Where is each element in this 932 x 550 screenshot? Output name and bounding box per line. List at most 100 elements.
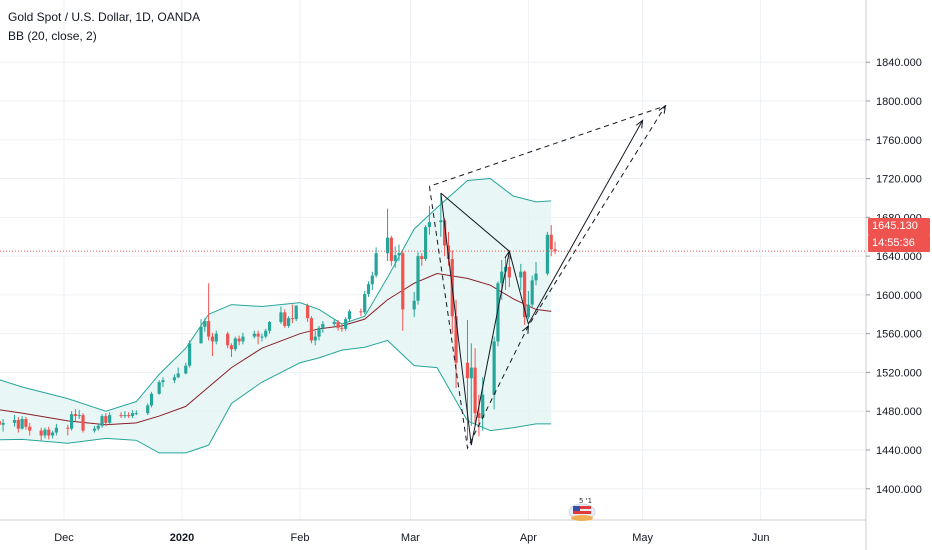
candle-body bbox=[55, 428, 58, 433]
candle-body bbox=[123, 415, 126, 416]
candle-body bbox=[317, 328, 320, 337]
candle-body bbox=[527, 305, 530, 318]
candle-body bbox=[70, 414, 73, 429]
candle[interactable] bbox=[359, 308, 362, 316]
candle-body bbox=[241, 337, 244, 342]
price-tick-label: 1720.000 bbox=[876, 174, 922, 186]
candle[interactable] bbox=[523, 271, 526, 325]
candle-countdown-badge: 14:55:36 bbox=[868, 235, 930, 252]
candle-body bbox=[203, 321, 206, 327]
candle-body bbox=[279, 312, 282, 322]
last-price-badge: 1645.130 bbox=[868, 218, 930, 235]
candle-body bbox=[0, 421, 1, 425]
candle-body bbox=[401, 253, 404, 309]
candle[interactable] bbox=[416, 252, 419, 304]
candle-body bbox=[100, 416, 103, 426]
candle-body bbox=[500, 272, 503, 284]
candle[interactable] bbox=[344, 317, 347, 331]
candle-body bbox=[493, 341, 496, 394]
candle-body bbox=[97, 426, 100, 429]
candle[interactable] bbox=[207, 283, 210, 340]
candle[interactable] bbox=[234, 337, 237, 352]
time-axis[interactable]: Dec 2020 Feb Mar Apr May Jun bbox=[0, 520, 866, 544]
price-tick-label: 1400.000 bbox=[876, 484, 922, 496]
time-tick-label: Jun bbox=[752, 532, 770, 544]
candle[interactable] bbox=[546, 232, 549, 276]
candle-body bbox=[466, 363, 469, 379]
candle[interactable] bbox=[295, 306, 298, 322]
candle-body bbox=[184, 366, 187, 374]
candle-body bbox=[226, 334, 229, 346]
time-tick-label: Apr bbox=[520, 532, 537, 544]
candle-body bbox=[473, 368, 476, 414]
candle-body bbox=[28, 427, 31, 431]
candle[interactable] bbox=[375, 247, 378, 277]
candle-body bbox=[74, 414, 77, 416]
bb-fill bbox=[0, 179, 551, 453]
candle[interactable] bbox=[424, 225, 427, 261]
candle[interactable] bbox=[158, 380, 161, 395]
candle-body bbox=[119, 415, 122, 416]
candle-body bbox=[550, 235, 553, 250]
flag-globe-logo-icon: 5 '1 bbox=[566, 494, 606, 524]
candle-body bbox=[287, 318, 290, 326]
candle[interactable] bbox=[310, 316, 313, 343]
price-axis-bg bbox=[866, 0, 932, 550]
candle-body bbox=[424, 227, 427, 259]
candle-body bbox=[215, 334, 218, 342]
candle-body bbox=[321, 324, 324, 328]
candle-body bbox=[158, 382, 161, 394]
candle-body bbox=[188, 343, 191, 365]
candle-body bbox=[344, 319, 347, 329]
candle-body bbox=[257, 334, 260, 337]
time-tick-label: May bbox=[632, 532, 653, 544]
candle-body bbox=[295, 306, 298, 320]
candle[interactable] bbox=[553, 242, 556, 255]
price-tick-label: 1600.000 bbox=[876, 290, 922, 302]
candle[interactable] bbox=[199, 319, 202, 343]
bollinger-bands bbox=[0, 179, 551, 453]
candle[interactable] bbox=[371, 272, 374, 290]
candle[interactable] bbox=[70, 411, 73, 430]
candle-body bbox=[17, 420, 20, 429]
candle-body bbox=[253, 334, 256, 337]
candle[interactable] bbox=[188, 340, 191, 367]
candle-body bbox=[13, 420, 16, 423]
candle-body bbox=[43, 430, 46, 436]
candle-body bbox=[314, 337, 317, 341]
price-tick-label: 1760.000 bbox=[876, 135, 922, 147]
candle[interactable] bbox=[363, 291, 366, 314]
candle-body bbox=[336, 322, 339, 328]
candle-body bbox=[211, 337, 214, 342]
candle-body bbox=[371, 276, 374, 285]
candle-body bbox=[81, 415, 84, 431]
candle[interactable] bbox=[150, 392, 153, 408]
candle-body bbox=[283, 312, 286, 326]
candle-body bbox=[207, 321, 210, 337]
pattern-arrowhead bbox=[659, 106, 666, 114]
candle[interactable] bbox=[81, 413, 84, 432]
price-axis[interactable]: 1400.000 1440.000 1480.000 1520.000 1560.000… bbox=[866, 0, 932, 550]
candle-body bbox=[394, 255, 397, 261]
candle-body bbox=[24, 419, 27, 427]
candle-body bbox=[359, 311, 362, 312]
candle-body bbox=[546, 235, 549, 274]
candle[interactable] bbox=[100, 414, 103, 428]
candle-body bbox=[131, 413, 134, 416]
candle[interactable] bbox=[348, 309, 351, 322]
candle-body bbox=[420, 256, 423, 259]
time-tick-label: Mar bbox=[401, 532, 420, 544]
candle-body bbox=[230, 345, 233, 349]
candle-body bbox=[375, 253, 378, 275]
indicator-label[interactable]: BB (20, close, 2) bbox=[8, 27, 200, 46]
symbol-title[interactable]: Gold Spot / U.S. Dollar, 1D, OANDA bbox=[8, 8, 200, 27]
candle-body bbox=[47, 430, 50, 436]
candle-body bbox=[146, 405, 149, 413]
candle[interactable] bbox=[386, 209, 389, 261]
pattern-arrowhead bbox=[636, 120, 642, 128]
candle-body bbox=[416, 256, 419, 301]
time-tick-label: Feb bbox=[291, 532, 310, 544]
candle-body bbox=[348, 311, 351, 319]
candle-body bbox=[496, 283, 499, 341]
